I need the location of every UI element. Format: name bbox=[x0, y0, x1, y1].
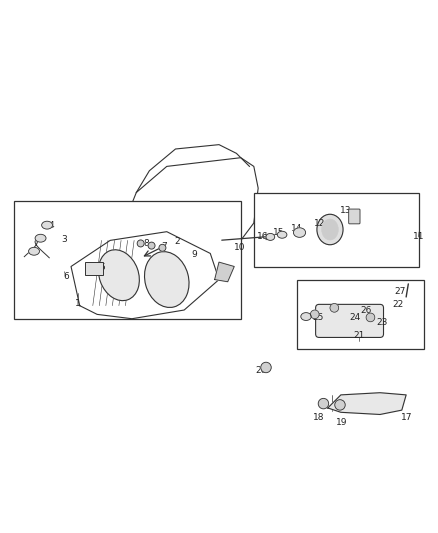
Circle shape bbox=[148, 242, 155, 249]
Ellipse shape bbox=[99, 250, 139, 301]
Ellipse shape bbox=[301, 313, 311, 320]
Text: 6: 6 bbox=[63, 272, 69, 281]
Text: 2: 2 bbox=[174, 237, 180, 246]
Text: 11: 11 bbox=[413, 232, 424, 241]
Polygon shape bbox=[215, 262, 234, 282]
Text: 13: 13 bbox=[340, 206, 352, 215]
Text: 15: 15 bbox=[273, 228, 285, 237]
Text: 27: 27 bbox=[394, 287, 405, 296]
Text: 16: 16 bbox=[257, 232, 268, 241]
Text: 14: 14 bbox=[291, 224, 302, 233]
Text: 23: 23 bbox=[377, 318, 388, 327]
Circle shape bbox=[137, 240, 144, 247]
FancyBboxPatch shape bbox=[316, 304, 384, 337]
Text: 4: 4 bbox=[49, 221, 54, 230]
Text: 22: 22 bbox=[393, 300, 404, 309]
Text: 21: 21 bbox=[353, 331, 365, 340]
Text: 20: 20 bbox=[255, 366, 266, 375]
FancyBboxPatch shape bbox=[297, 279, 424, 349]
Ellipse shape bbox=[266, 233, 275, 240]
Circle shape bbox=[335, 400, 345, 410]
Text: 8: 8 bbox=[143, 239, 149, 248]
Ellipse shape bbox=[145, 252, 189, 308]
FancyBboxPatch shape bbox=[85, 262, 103, 275]
Circle shape bbox=[261, 362, 271, 373]
Text: 24: 24 bbox=[349, 313, 360, 322]
Text: 1: 1 bbox=[74, 299, 81, 308]
Ellipse shape bbox=[28, 247, 39, 255]
Polygon shape bbox=[71, 232, 219, 319]
Circle shape bbox=[311, 310, 319, 319]
Text: 5: 5 bbox=[99, 263, 105, 272]
Text: 25: 25 bbox=[313, 313, 324, 322]
FancyBboxPatch shape bbox=[349, 209, 360, 224]
Text: 3: 3 bbox=[62, 235, 67, 244]
Text: 26: 26 bbox=[360, 306, 372, 316]
FancyBboxPatch shape bbox=[254, 192, 419, 266]
Circle shape bbox=[159, 244, 166, 251]
Polygon shape bbox=[328, 393, 406, 415]
Text: 7: 7 bbox=[161, 243, 166, 252]
Text: 17: 17 bbox=[401, 414, 413, 423]
Ellipse shape bbox=[35, 235, 46, 242]
Circle shape bbox=[318, 398, 328, 409]
Text: 18: 18 bbox=[312, 414, 324, 423]
Ellipse shape bbox=[277, 231, 287, 238]
Text: 19: 19 bbox=[336, 418, 347, 427]
Ellipse shape bbox=[322, 219, 338, 240]
Text: 12: 12 bbox=[314, 220, 326, 228]
Circle shape bbox=[366, 313, 375, 322]
Circle shape bbox=[330, 303, 339, 312]
FancyBboxPatch shape bbox=[14, 201, 241, 319]
Text: 9: 9 bbox=[191, 250, 197, 259]
Ellipse shape bbox=[317, 214, 343, 245]
Ellipse shape bbox=[42, 221, 53, 229]
Text: 10: 10 bbox=[234, 243, 246, 252]
Ellipse shape bbox=[293, 228, 306, 237]
